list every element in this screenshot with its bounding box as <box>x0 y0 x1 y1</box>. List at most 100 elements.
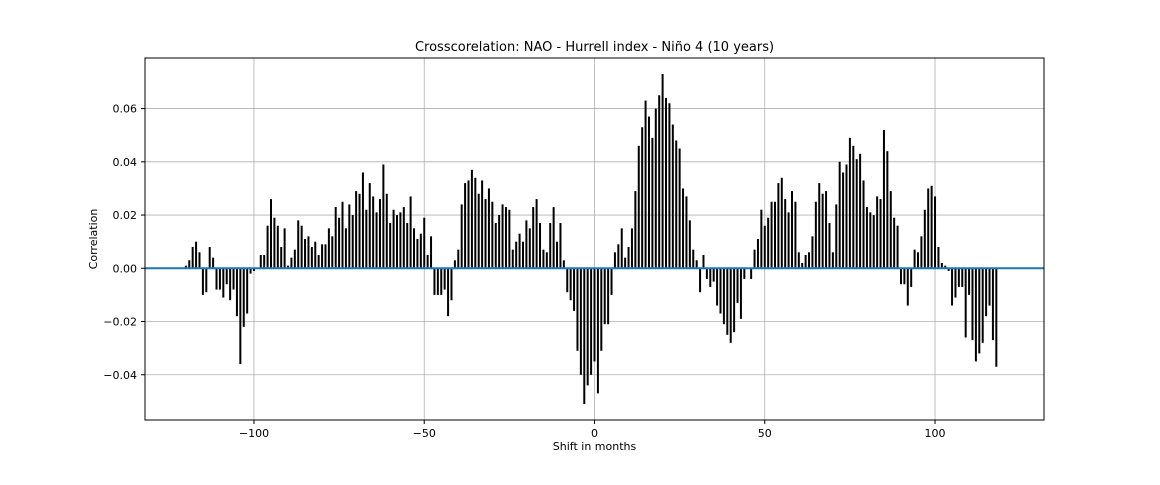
bar <box>964 268 967 338</box>
bar <box>831 252 834 269</box>
bar <box>637 145 640 269</box>
bar <box>821 193 824 269</box>
bar <box>355 191 358 269</box>
bar <box>668 103 671 269</box>
bar <box>991 268 994 341</box>
bar <box>511 249 514 269</box>
bar <box>201 268 204 295</box>
y-tick-label: 0.04 <box>113 156 138 169</box>
bar <box>344 228 347 269</box>
bar <box>474 177 477 269</box>
bar <box>556 241 559 269</box>
bar <box>280 246 283 269</box>
bar <box>651 137 654 269</box>
bar <box>464 183 467 269</box>
bar <box>293 249 296 269</box>
bar <box>934 196 937 269</box>
bar <box>607 268 610 325</box>
x-tick-label: 0 <box>591 427 598 440</box>
bar <box>835 204 838 269</box>
bar <box>855 159 858 269</box>
bar <box>423 217 426 269</box>
bar <box>269 199 272 269</box>
bar <box>617 244 620 269</box>
bar <box>508 209 511 269</box>
bar <box>709 268 712 287</box>
bar <box>913 249 916 269</box>
bar <box>862 180 865 269</box>
bar <box>358 193 361 269</box>
bar <box>297 220 300 269</box>
bar <box>498 215 501 269</box>
bar <box>539 223 542 269</box>
bar <box>627 246 630 269</box>
bar <box>576 268 579 351</box>
bar <box>671 124 674 269</box>
bar <box>218 268 221 290</box>
bar <box>893 217 896 269</box>
bar <box>440 268 443 295</box>
bar <box>341 201 344 269</box>
bar <box>872 215 875 269</box>
bar <box>494 223 497 269</box>
bar <box>763 225 766 269</box>
bar <box>804 254 807 269</box>
bar <box>971 268 974 341</box>
bar <box>981 268 984 343</box>
bar <box>365 209 368 269</box>
bar <box>658 95 661 269</box>
bar <box>716 268 719 306</box>
bar <box>569 268 572 301</box>
bar <box>457 249 460 269</box>
bar <box>419 233 422 269</box>
bar <box>378 199 381 269</box>
bar <box>634 191 637 269</box>
bar <box>327 228 330 269</box>
x-tick-label: −100 <box>239 427 269 440</box>
bar <box>586 268 589 386</box>
bar <box>314 241 317 269</box>
bar <box>692 249 695 269</box>
bar <box>947 268 950 271</box>
bar <box>879 199 882 269</box>
bar <box>283 228 286 269</box>
bar <box>896 225 899 269</box>
bar <box>661 73 664 269</box>
bar <box>433 268 436 295</box>
bar <box>399 212 402 269</box>
bar <box>842 172 845 269</box>
bar <box>923 209 926 269</box>
bar <box>644 100 647 269</box>
bar <box>791 191 794 269</box>
bar <box>416 239 419 269</box>
bar <box>937 246 940 269</box>
bar <box>566 268 569 293</box>
bar <box>389 223 392 269</box>
bar <box>801 262 804 269</box>
bar <box>760 209 763 269</box>
y-tick-label: 0.00 <box>113 262 138 275</box>
bar <box>348 204 351 269</box>
bar <box>961 268 964 287</box>
bar <box>212 257 215 269</box>
bar <box>613 252 616 269</box>
bar <box>331 236 334 269</box>
bar <box>596 268 599 394</box>
bar <box>712 268 715 282</box>
bar <box>780 177 783 269</box>
bar <box>722 268 725 325</box>
bar <box>828 223 831 269</box>
bar <box>191 246 194 269</box>
bar <box>678 148 681 269</box>
bar <box>954 268 957 298</box>
bar <box>848 137 851 269</box>
bar <box>232 268 235 290</box>
bar <box>249 268 252 274</box>
bar <box>351 215 354 269</box>
bar <box>593 268 596 362</box>
bar <box>324 244 327 269</box>
bar <box>603 268 606 325</box>
bar <box>188 260 191 269</box>
y-tick-label: −0.04 <box>103 369 137 382</box>
